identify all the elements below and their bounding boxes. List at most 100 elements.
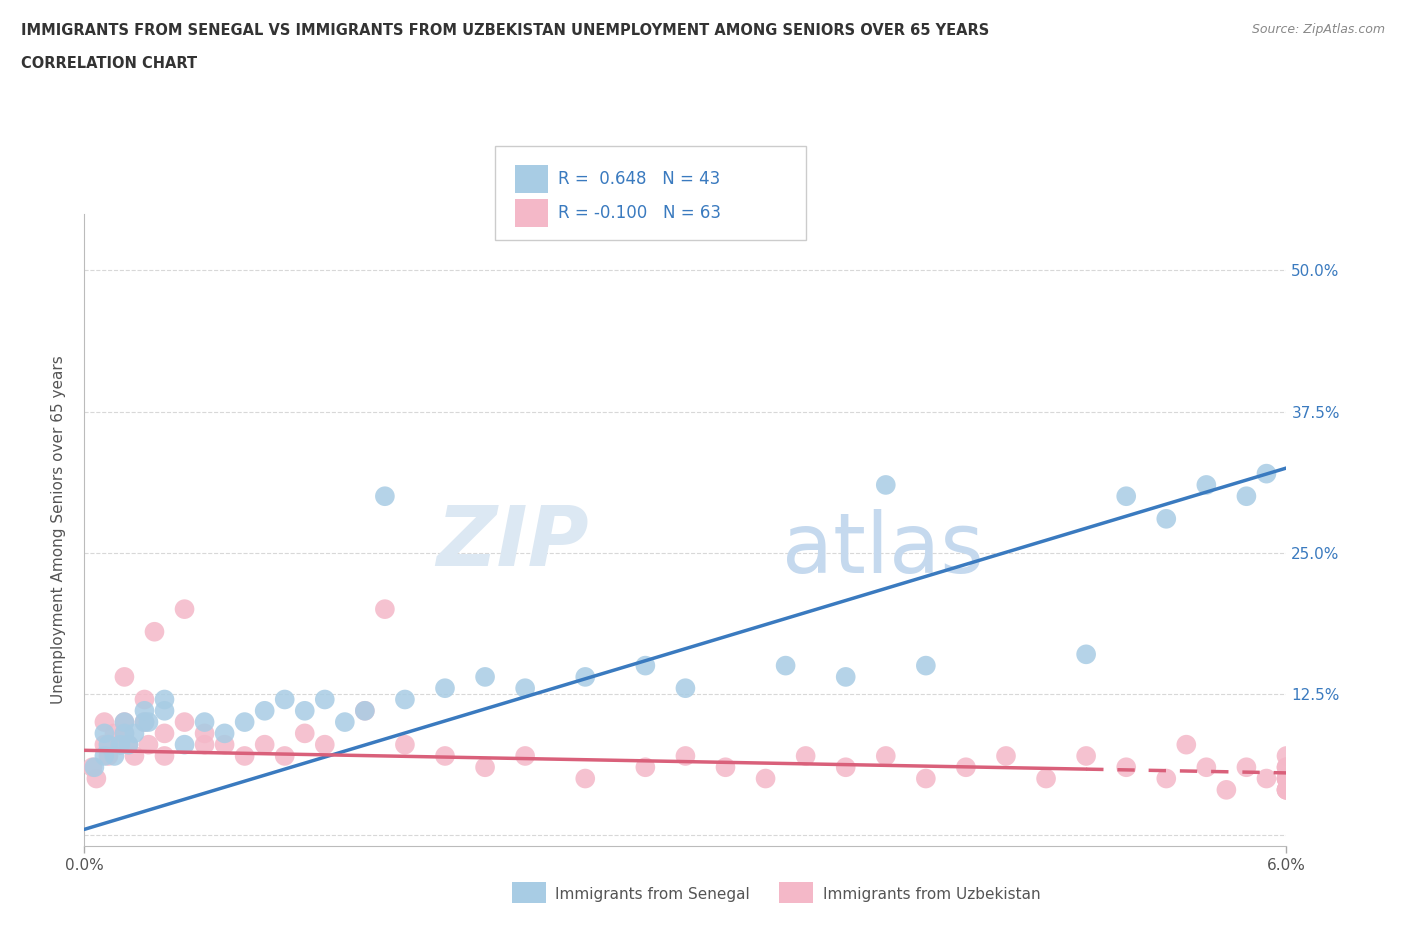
Point bbox=[1236, 760, 1258, 775]
Point bbox=[93, 737, 115, 752]
Point bbox=[124, 726, 146, 741]
Point bbox=[1256, 771, 1278, 786]
Point bbox=[675, 681, 697, 696]
Point bbox=[374, 602, 396, 617]
Point bbox=[93, 726, 115, 741]
Text: Immigrants from Uzbekistan: Immigrants from Uzbekistan bbox=[823, 887, 1040, 902]
Point bbox=[194, 714, 217, 729]
Text: ZIP: ZIP bbox=[437, 502, 589, 583]
Point bbox=[714, 760, 737, 775]
Point bbox=[1076, 647, 1098, 662]
Point bbox=[173, 714, 195, 729]
Point bbox=[333, 714, 356, 729]
Point bbox=[153, 692, 176, 707]
Text: R = -0.100   N = 63: R = -0.100 N = 63 bbox=[558, 204, 721, 222]
Point bbox=[1275, 760, 1298, 775]
Point bbox=[153, 703, 176, 718]
Point bbox=[233, 714, 256, 729]
Point bbox=[1115, 760, 1137, 775]
Point bbox=[634, 658, 657, 673]
Point bbox=[103, 749, 125, 764]
Point bbox=[1275, 782, 1298, 797]
Point bbox=[114, 714, 135, 729]
Point bbox=[93, 749, 115, 764]
Point bbox=[875, 477, 897, 492]
Point bbox=[1195, 760, 1218, 775]
Point bbox=[1115, 489, 1137, 504]
Text: R =  0.648   N = 43: R = 0.648 N = 43 bbox=[558, 169, 720, 188]
Point bbox=[103, 726, 125, 741]
Point bbox=[1215, 782, 1237, 797]
Point bbox=[1275, 760, 1298, 775]
Point bbox=[97, 749, 120, 764]
Point bbox=[515, 749, 537, 764]
Point bbox=[173, 602, 195, 617]
Point bbox=[474, 760, 496, 775]
Point bbox=[114, 726, 135, 741]
Point bbox=[153, 749, 176, 764]
Point bbox=[394, 692, 416, 707]
Text: Immigrants from Senegal: Immigrants from Senegal bbox=[555, 887, 751, 902]
Point bbox=[374, 489, 396, 504]
Point bbox=[995, 749, 1018, 764]
Point bbox=[93, 714, 115, 729]
Point bbox=[214, 737, 236, 752]
Point bbox=[314, 737, 336, 752]
Point bbox=[515, 681, 537, 696]
Point bbox=[755, 771, 778, 786]
Point bbox=[114, 670, 135, 684]
Text: IMMIGRANTS FROM SENEGAL VS IMMIGRANTS FROM UZBEKISTAN UNEMPLOYMENT AMONG SENIORS: IMMIGRANTS FROM SENEGAL VS IMMIGRANTS FR… bbox=[21, 23, 990, 38]
Point bbox=[775, 658, 797, 673]
Text: atlas: atlas bbox=[782, 509, 983, 590]
Point bbox=[294, 703, 316, 718]
Point bbox=[354, 703, 377, 718]
Point bbox=[394, 737, 416, 752]
Point bbox=[835, 760, 858, 775]
Point bbox=[233, 749, 256, 764]
Point bbox=[1076, 749, 1098, 764]
Point bbox=[124, 749, 146, 764]
Point bbox=[134, 703, 156, 718]
Point bbox=[114, 714, 135, 729]
Point bbox=[1236, 489, 1258, 504]
Point bbox=[138, 737, 160, 752]
Point bbox=[83, 760, 105, 775]
Point bbox=[138, 714, 160, 729]
Point bbox=[97, 737, 120, 752]
Point bbox=[1156, 771, 1178, 786]
Point bbox=[114, 726, 135, 741]
Point bbox=[1195, 477, 1218, 492]
Point bbox=[1275, 749, 1298, 764]
Point bbox=[794, 749, 817, 764]
Point bbox=[434, 681, 457, 696]
Point bbox=[143, 624, 166, 639]
Point bbox=[1256, 466, 1278, 481]
Text: CORRELATION CHART: CORRELATION CHART bbox=[21, 56, 197, 71]
Point bbox=[110, 737, 132, 752]
Point bbox=[875, 749, 897, 764]
Point bbox=[1275, 771, 1298, 786]
Point bbox=[134, 714, 156, 729]
Point bbox=[574, 670, 596, 684]
Point bbox=[253, 737, 276, 752]
Point bbox=[835, 670, 858, 684]
Point bbox=[1035, 771, 1057, 786]
Point bbox=[82, 760, 104, 775]
Point bbox=[173, 737, 195, 752]
Point bbox=[194, 737, 217, 752]
Point bbox=[134, 714, 156, 729]
Point bbox=[1275, 771, 1298, 786]
Point bbox=[1175, 737, 1198, 752]
Point bbox=[294, 726, 316, 741]
Point bbox=[1275, 782, 1298, 797]
Point bbox=[1275, 782, 1298, 797]
Point bbox=[474, 670, 496, 684]
Point bbox=[1275, 771, 1298, 786]
Point bbox=[915, 658, 938, 673]
Point bbox=[354, 703, 377, 718]
Point bbox=[117, 737, 139, 752]
Point bbox=[194, 726, 217, 741]
Point bbox=[314, 692, 336, 707]
Text: Source: ZipAtlas.com: Source: ZipAtlas.com bbox=[1251, 23, 1385, 36]
Point bbox=[214, 726, 236, 741]
